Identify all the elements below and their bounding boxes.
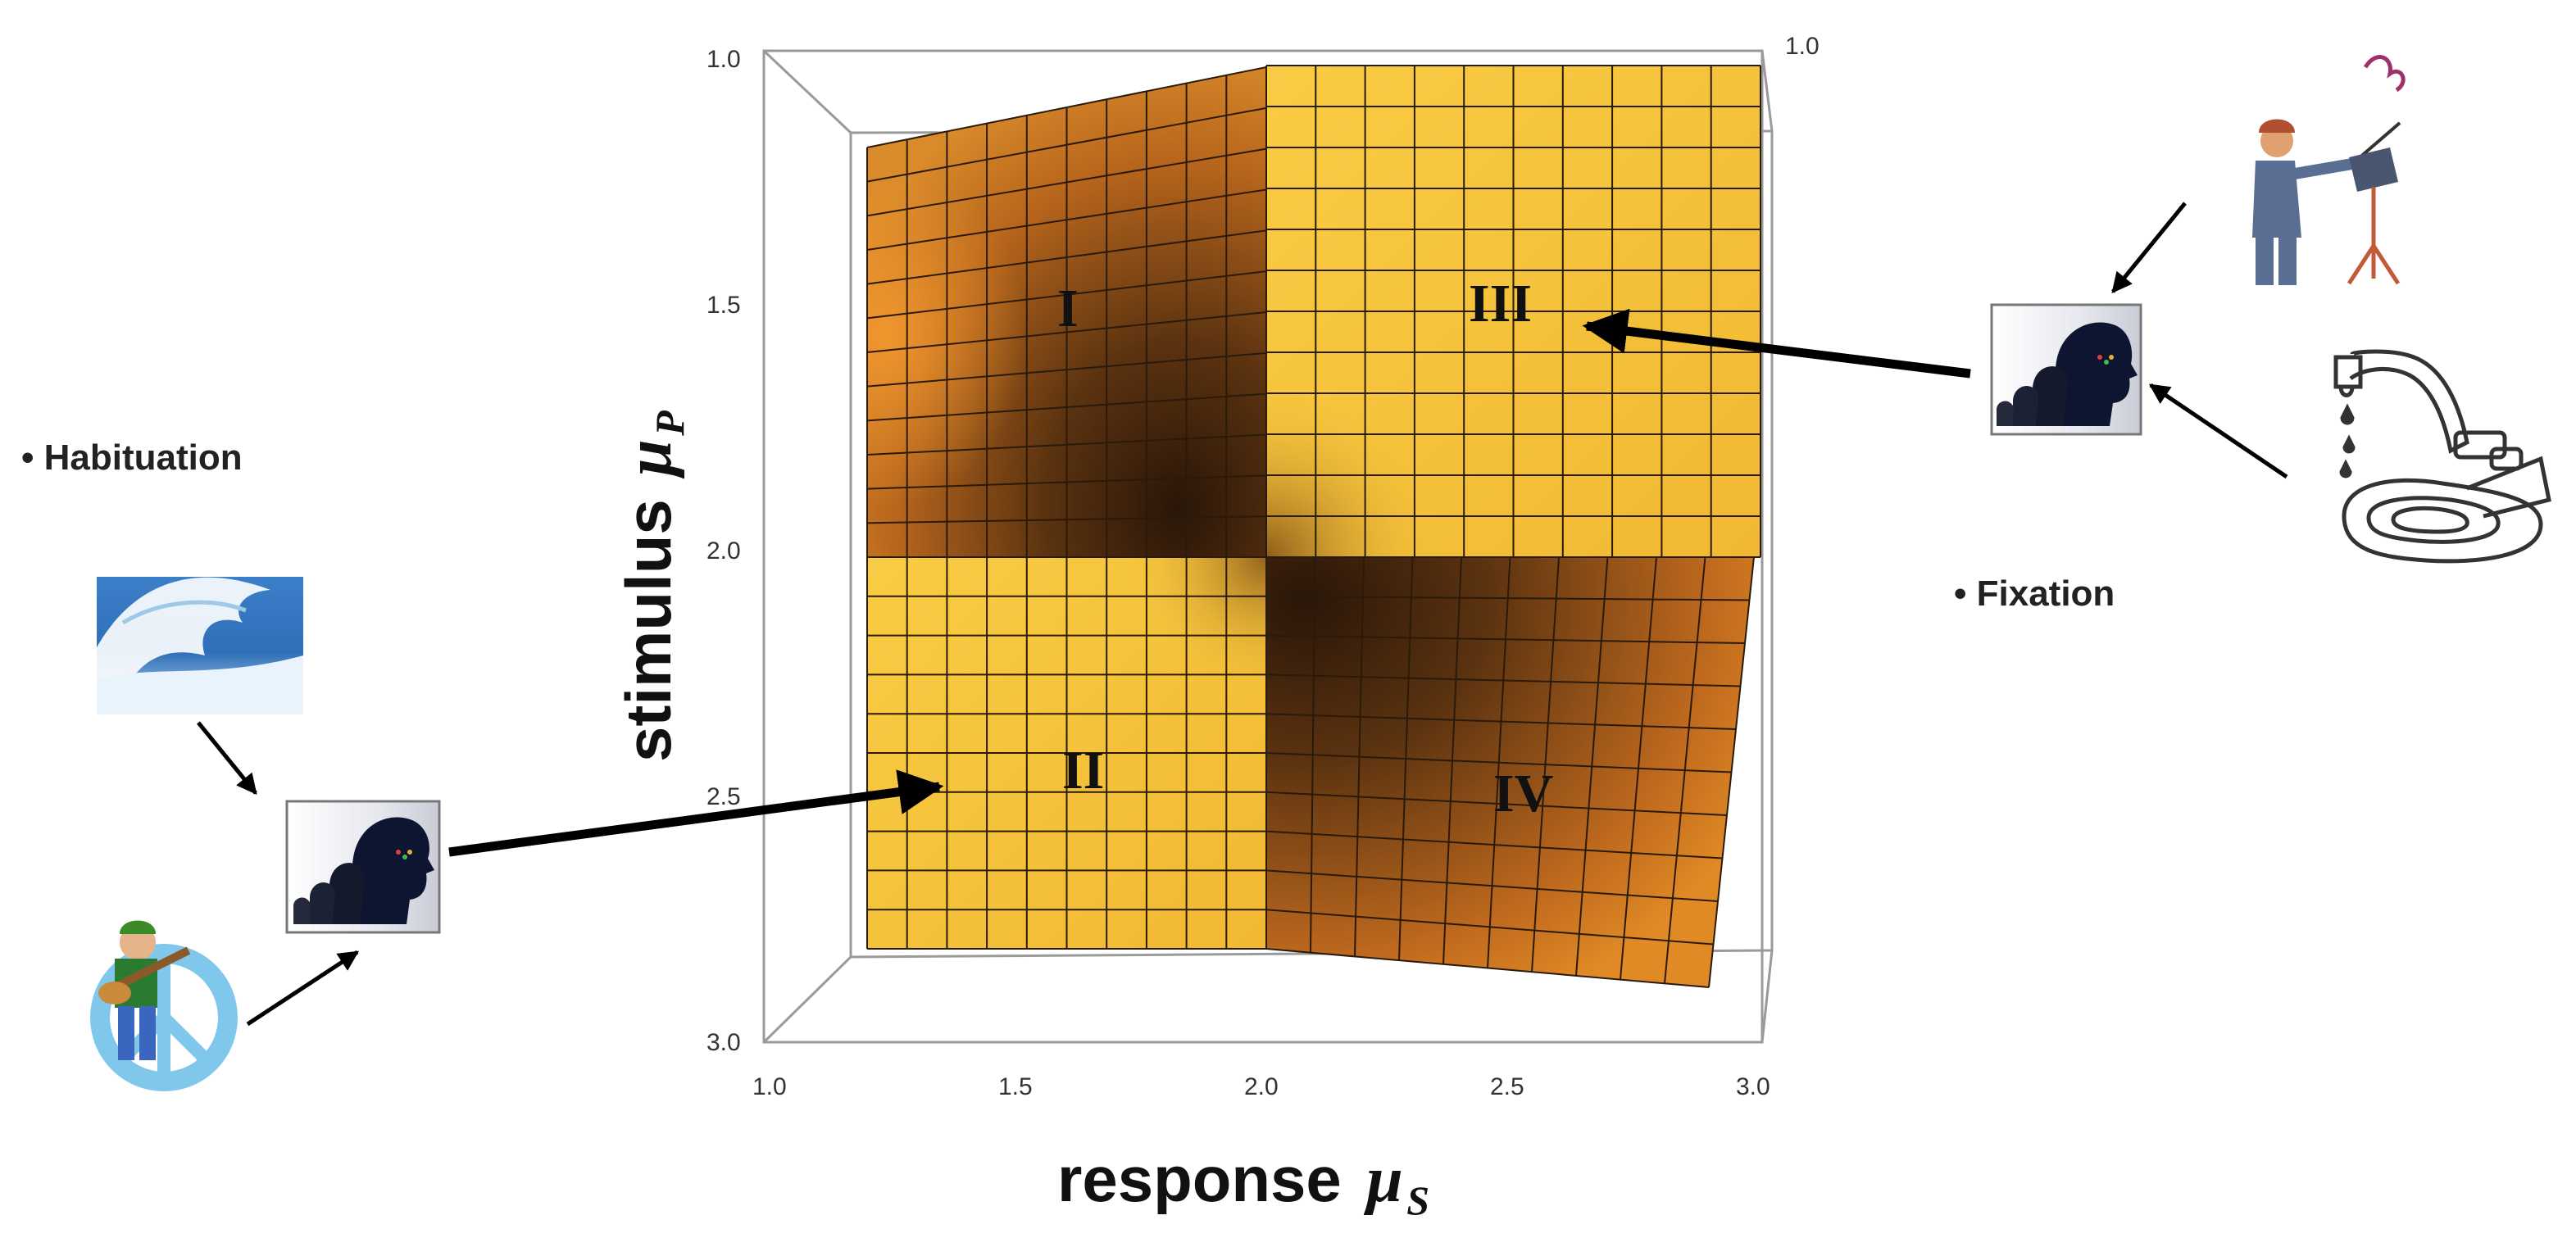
grid-line [1265,752,1732,773]
grid-line [1265,595,1750,601]
y-tick: 2.0 [706,537,741,565]
habituation-label: • Habituation [21,438,243,478]
grid-line [1265,713,1737,730]
x-tick: 1.0 [752,1073,787,1100]
fixation-label: • Fixation [1954,574,2115,614]
grid-line [1265,634,1746,644]
ocean-wave-icon [97,577,303,714]
grid-line [866,147,1267,217]
x-tick: 2.5 [1490,1073,1524,1100]
y-tick: 3.0 [706,1029,741,1056]
conductor-music-stand-icon [2252,55,2406,285]
head-silhouettes-icon [285,800,441,934]
y-tick-labels: 1.0 1.5 2.0 2.5 3.0 [706,46,741,1056]
grid-line [866,392,1267,422]
surface [867,66,1760,987]
y-axis-subscript: P [647,410,693,437]
region-label-ii: II [1062,741,1104,800]
grid-line [1265,830,1723,859]
grid-line [866,474,1267,490]
dripping-faucet-icon [2333,349,2551,564]
corner-tick: 1.0 [1785,33,1820,60]
grid-line [1265,909,1714,946]
y-axis-title: stimulus μ P [612,410,693,762]
surface-grid [866,65,1761,988]
grid-line [866,107,1267,183]
grid-line [1265,948,1710,988]
x-tick: 1.5 [998,1073,1033,1100]
region-label-i: I [1057,279,1079,338]
grid-line [1265,869,1719,902]
grid-line [866,433,1267,456]
y-tick: 1.5 [706,292,741,319]
x-tick: 3.0 [1736,1073,1770,1100]
region-label-iii: III [1469,274,1532,333]
region-iv-surface [1266,557,1754,987]
grid-line [866,188,1267,251]
x-axis-title: response μ S [1057,1143,1429,1223]
x-tick: 2.0 [1244,1073,1279,1100]
grid-line [866,351,1267,388]
grid-line [866,66,1267,148]
y-tick: 1.0 [706,46,741,73]
y-axis-word: stimulus [612,499,684,762]
grid-line [866,515,1267,524]
grid-line [1265,673,1741,687]
x-axis-subscript: S [1406,1177,1429,1223]
grid-line [866,270,1267,320]
y-axis-symbol: μ [613,439,685,479]
grid-line [866,229,1267,285]
x-axis-symbol: μ [1363,1144,1403,1216]
x-tick-labels: 1.0 1.5 2.0 2.5 3.0 [752,1073,1770,1100]
y-tick: 2.5 [706,783,741,810]
grid-line [1265,791,1728,816]
guitarist-peace-sign-icon [90,920,238,1091]
region-label-iv: IV [1493,764,1553,823]
x-axis-word: response [1057,1143,1342,1215]
grid-line [866,311,1267,353]
svg-text:stimulus μ P: stimulus μ P [612,410,693,762]
svg-text:response μ S: response μ S [1057,1143,1429,1223]
head-silhouettes-icon [1990,303,2142,436]
left-arrows [197,721,944,1027]
right-arrows [1582,202,2288,479]
